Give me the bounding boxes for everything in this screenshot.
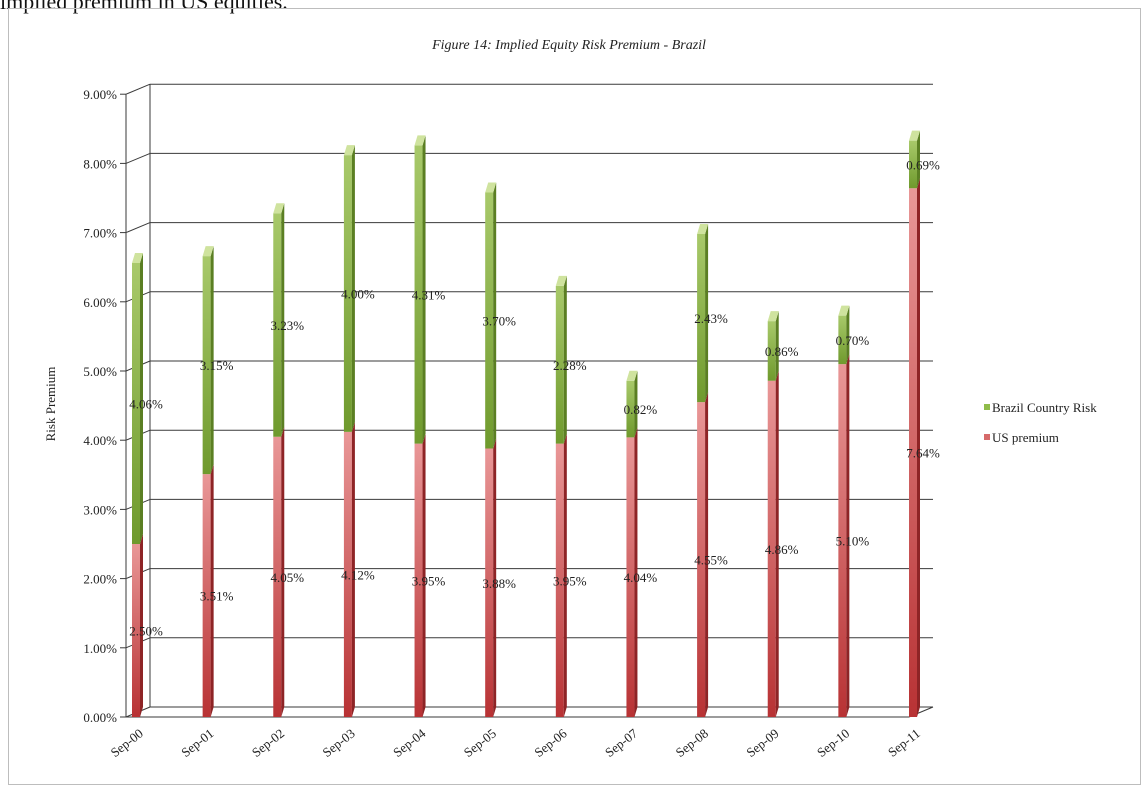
bar-us-premium (202, 464, 214, 717)
bar-us-premium (343, 421, 355, 717)
y-tick-label: 7.00% (83, 226, 117, 241)
bar-cap (485, 182, 497, 193)
data-label-brazil-risk: 2.43% (694, 311, 728, 326)
x-tick-label: Sep-03 (319, 726, 357, 761)
bar-us-premium (414, 433, 426, 717)
bar-us-premium (555, 433, 567, 717)
x-tick-label: Sep-09 (743, 726, 781, 761)
bar-us-premium (838, 354, 850, 717)
bar-us-premium (132, 534, 143, 717)
data-label-brazil-risk: 4.00% (341, 286, 375, 301)
data-label-brazil-risk: 4.06% (129, 397, 163, 412)
data-label-us-premium: 5.10% (836, 534, 870, 549)
bar-brazil-risk (485, 182, 497, 449)
chart-title: Figure 14: Implied Equity Risk Premium -… (431, 38, 706, 53)
x-tick-label: Sep-04 (390, 725, 429, 760)
data-label-brazil-risk: 0.70% (836, 333, 870, 348)
data-label-brazil-risk: 4.31% (412, 288, 446, 303)
legend-item: US premium (984, 430, 1059, 445)
data-label-us-premium: 4.04% (624, 570, 658, 585)
chart-frame: Figure 14: Implied Equity Risk Premium -… (8, 8, 1141, 785)
bar-us-premium (767, 370, 779, 717)
bar-cap (626, 370, 638, 381)
labels-layer: 2.50% 4.06% Sep-00 3.51% 3.15% Sep-01 4.05% 3.2… (108, 157, 940, 760)
bar-cap (767, 311, 779, 322)
data-label-brazil-risk: 2.28% (553, 358, 587, 373)
bar-us-premium (626, 427, 638, 717)
data-label-brazil-risk: 3.15% (200, 358, 234, 373)
x-tick-label: Sep-11 (885, 726, 923, 760)
data-label-brazil-risk: 0.69% (906, 157, 940, 172)
legend-swatch (984, 434, 990, 440)
y-tick-label: 5.00% (83, 364, 117, 379)
data-label-us-premium: 4.05% (270, 570, 304, 585)
x-tick-label: Sep-05 (461, 726, 499, 761)
gridline: 7.00% (83, 222, 933, 241)
data-label-us-premium: 4.86% (765, 542, 799, 557)
data-label-us-premium: 3.88% (482, 576, 516, 591)
top-text: implied premium in US equities. (0, 0, 288, 14)
data-label-us-premium: 4.12% (341, 567, 375, 582)
bar-brazil-risk (343, 145, 355, 432)
bar-cap (909, 130, 920, 141)
data-label-brazil-risk: 3.23% (270, 318, 304, 333)
y-tick-label: 6.00% (83, 295, 117, 310)
bar-us-premium (485, 438, 497, 717)
bar-us-premium (909, 178, 920, 717)
bar-brazil-risk (838, 305, 850, 365)
bar-brazil-risk (555, 275, 567, 444)
legend-label: US premium (992, 430, 1059, 445)
bar-cap (697, 223, 709, 234)
y-tick-label: 0.00% (83, 710, 117, 725)
legend-label: Brazil Country Risk (992, 400, 1097, 415)
bar-brazil-risk (132, 253, 143, 544)
bar-cap (555, 275, 567, 286)
data-label-us-premium: 3.51% (200, 589, 234, 604)
chart-svg: Figure 14: Implied Equity Risk Premium -… (43, 38, 1097, 760)
data-label-us-premium: 2.50% (129, 624, 163, 639)
bar-us-premium (273, 426, 285, 717)
y-axis-title: Risk Premium (43, 367, 58, 442)
x-tick-label: Sep-07 (602, 725, 641, 760)
data-label-us-premium: 3.95% (553, 573, 587, 588)
x-tick-label: Sep-01 (178, 726, 216, 761)
gridline: 8.00% (83, 152, 933, 171)
bar-cap (414, 135, 426, 146)
x-tick-label: Sep-10 (814, 726, 852, 761)
bar-cap (132, 253, 143, 264)
y-tick-label: 4.00% (83, 433, 117, 448)
x-tick-label: Sep-08 (673, 726, 711, 761)
y-tick-label: 2.00% (83, 572, 117, 587)
bar-brazil-risk (414, 135, 426, 444)
x-tick-label: Sep-02 (249, 726, 287, 761)
bar-us-premium (697, 392, 709, 717)
legend-swatch (984, 404, 990, 410)
bars-layer (132, 130, 920, 717)
data-label-us-premium: 7.64% (906, 446, 940, 461)
data-label-brazil-risk: 0.82% (624, 402, 658, 417)
data-label-brazil-risk: 3.70% (482, 313, 516, 328)
legend: Brazil Country Risk US premium (984, 400, 1097, 445)
y-tick-label: 9.00% (83, 87, 117, 102)
y-tick-label: 1.00% (83, 641, 117, 656)
bar-cap (838, 305, 850, 316)
bar-cap (343, 145, 355, 156)
x-tick-label: Sep-06 (531, 725, 570, 760)
bar-brazil-risk (767, 311, 779, 381)
bar-brazil-risk (697, 223, 709, 403)
bar-brazil-risk (626, 370, 638, 438)
bar-brazil-risk (202, 246, 214, 475)
data-label-us-premium: 3.95% (412, 573, 446, 588)
bar-cap (202, 246, 214, 257)
gridline: 9.00% (83, 83, 933, 102)
y-tick-label: 3.00% (83, 502, 117, 517)
data-label-brazil-risk: 0.86% (765, 344, 799, 359)
bar-brazil-risk (909, 130, 920, 189)
y-tick-label: 8.00% (83, 156, 117, 171)
x-tick-label: Sep-00 (108, 726, 146, 761)
legend-item: Brazil Country Risk (984, 400, 1097, 415)
data-label-us-premium: 4.55% (694, 553, 728, 568)
bar-cap (273, 203, 285, 214)
bar-brazil-risk (273, 203, 285, 437)
